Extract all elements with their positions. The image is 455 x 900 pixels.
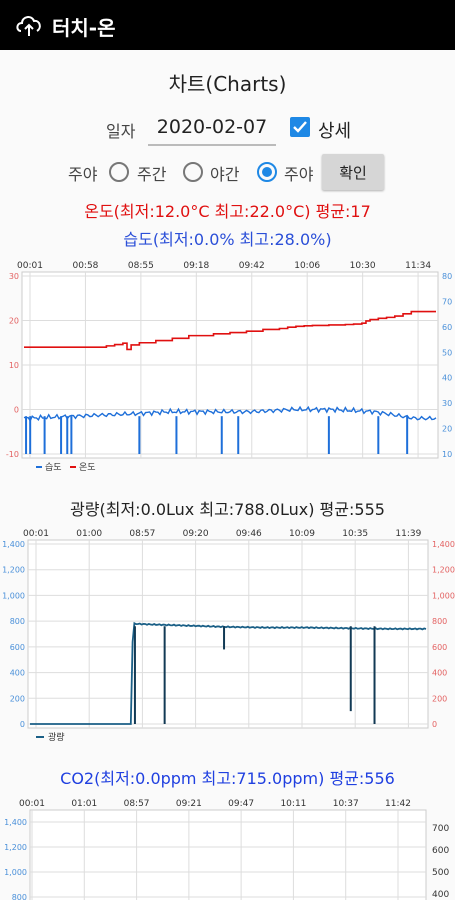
plot-area: [27, 539, 429, 729]
radio-daynight-label[interactable]: 주야: [284, 165, 314, 184]
x-tick-label: 10:06: [294, 261, 320, 271]
y-left-tick-label: 30: [9, 272, 19, 281]
y-right-tick-label: 1,200: [432, 566, 455, 575]
y-left-tick-label: 10: [9, 361, 19, 370]
x-tick-label: 00:01: [17, 261, 43, 271]
y-left-tick-label: 1,400: [4, 818, 27, 827]
y-right-tick-label: 40: [442, 374, 452, 383]
x-tick-label: 09:47: [228, 799, 254, 809]
radio-night-label[interactable]: 야간: [210, 165, 240, 184]
x-tick-label: 00:01: [19, 799, 45, 809]
x-tick-label: 09:46: [236, 529, 262, 539]
x-tick-label: 10:30: [350, 261, 376, 271]
period-label: 주야: [68, 165, 98, 184]
series-temp-line: [24, 310, 436, 351]
x-tick-label: 11:42: [385, 799, 411, 809]
x-tick-label: 10:35: [342, 529, 368, 539]
temp-humidity-chart: 00:01 00:58 08:55 09:18 09:42 10:06 10:30 11:34…: [6, 261, 452, 473]
detail-label[interactable]: 상세: [318, 121, 352, 142]
page-title: 차트(Charts): [168, 72, 287, 96]
date-field[interactable]: 2020-02-07: [148, 112, 276, 146]
y-right-tick-label: 200: [432, 694, 447, 703]
y-left-tick-label: -10: [6, 450, 19, 459]
y-left-tick-label: 1,000: [2, 591, 25, 600]
x-tick-label: 08:57: [124, 799, 150, 809]
radio-day[interactable]: [109, 162, 129, 182]
y-left-tick-label: 1,400: [2, 540, 25, 549]
light-chart: 00:01 01:00 08:57 09:20 09:46 10:09 10:35 11:39…: [2, 529, 455, 743]
x-tick-label: 09:42: [239, 261, 265, 271]
radio-daynight[interactable]: [257, 162, 277, 182]
radio-day-label[interactable]: 주간: [137, 165, 167, 184]
x-tick-label: 01:01: [71, 799, 97, 809]
x-tick-label: 09:20: [183, 529, 209, 539]
y-right-tick-label: 80: [442, 272, 452, 281]
y-right-tick-label: 60: [442, 323, 452, 332]
radio-night[interactable]: [183, 162, 203, 182]
confirm-button[interactable]: 확인: [322, 154, 384, 190]
y-left-tick-label: 1,000: [4, 868, 27, 877]
y-right-tick-label: 500: [432, 868, 449, 878]
x-tick-label: 10:37: [333, 799, 359, 809]
x-tick-label: 11:39: [395, 529, 421, 539]
y-right-tick-label: 1,000: [432, 591, 455, 600]
y-left-tick-label: 400: [10, 669, 25, 678]
y-right-tick-label: 0: [432, 720, 437, 729]
y-left-tick-label: 1,200: [4, 843, 27, 852]
y-right-tick-label: 50: [442, 348, 452, 357]
app-title: 터치-온: [52, 16, 116, 40]
light-summary: 광량(최저:0.0Lux 최고:788.0Lux) 평균:555: [70, 500, 385, 519]
x-tick-label: 00:01: [23, 529, 49, 539]
y-left-tick-label: 0: [14, 406, 19, 415]
app-bar: 터치-온: [0, 0, 455, 50]
detail-checkbox[interactable]: [290, 117, 310, 137]
series-light-line: [30, 621, 427, 725]
checkmark-icon: [293, 121, 307, 133]
x-tick-label: 09:21: [176, 799, 202, 809]
y-right-tick-label: 70: [442, 297, 452, 306]
x-tick-label: 10:11: [280, 799, 306, 809]
y-right-tick-label: 600: [432, 643, 447, 652]
series-humidity-line: [23, 405, 437, 423]
y-right-tick-label: 400: [432, 890, 449, 900]
y-left-tick-label: 800: [12, 893, 27, 900]
y-left-tick-label: 600: [10, 643, 25, 652]
x-tick-label: 08:57: [129, 529, 155, 539]
temp-summary: 온도(최저:12.0°C 최고:22.0°C) 평균:17: [84, 202, 371, 221]
y-left-tick-label: 200: [10, 694, 25, 703]
x-tick-label: 01:00: [76, 529, 102, 539]
y-right-tick-label: 10: [442, 450, 452, 459]
y-left-tick-label: 20: [9, 317, 19, 326]
y-left-tick-label: 1,200: [2, 566, 25, 575]
y-right-tick-label: 400: [432, 669, 447, 678]
x-tick-label: 08:55: [128, 261, 154, 271]
legend-humidity-label: 습도: [45, 462, 62, 473]
cloud-sync-icon: [16, 16, 41, 36]
y-right-tick-label: 1,400: [432, 540, 455, 549]
plot-area: [29, 809, 427, 900]
y-right-tick-label: 700: [432, 824, 449, 834]
y-left-tick-label: 0: [20, 720, 25, 729]
x-tick-label: 09:18: [183, 261, 209, 271]
y-right-tick-label: 30: [442, 399, 452, 408]
co2-chart: 00:01 01:01 08:57 09:21 09:47 10:11 10:37 11:42…: [4, 799, 449, 900]
x-tick-label: 11:34: [405, 261, 431, 271]
x-tick-label: 00:58: [72, 261, 98, 271]
y-right-tick-label: 800: [432, 617, 447, 626]
y-right-tick-label: 600: [432, 846, 449, 856]
y-left-tick-label: 800: [10, 617, 25, 626]
legend-temp-label: 온도: [79, 462, 96, 473]
humidity-summary: 습도(최저:0.0% 최고:28.0%): [123, 230, 332, 249]
date-label: 일자: [106, 122, 136, 141]
legend-light-label: 광량: [48, 731, 65, 743]
co2-summary: CO2(최저:0.0ppm 최고:715.0ppm) 평균:556: [60, 769, 395, 788]
y-right-tick-label: 20: [442, 425, 452, 434]
x-tick-label: 10:09: [289, 529, 315, 539]
